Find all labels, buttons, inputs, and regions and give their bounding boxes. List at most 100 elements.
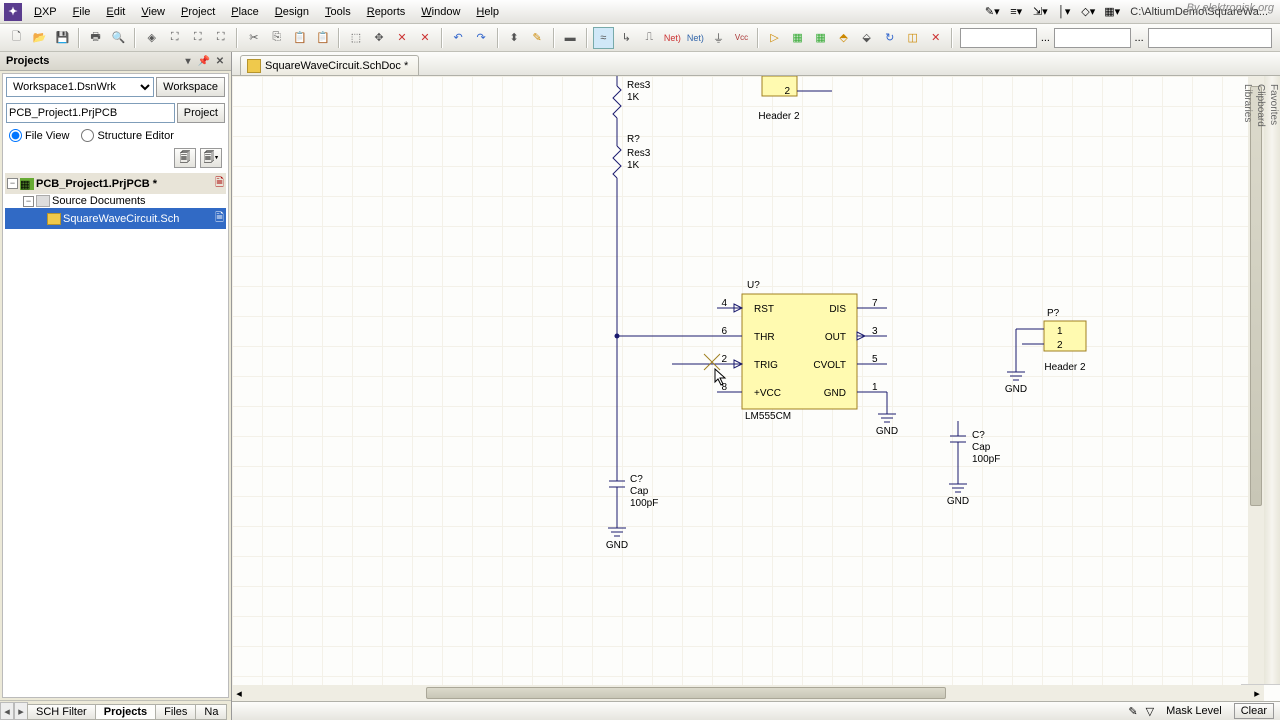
header1: 2Header 2 xyxy=(758,76,832,122)
paste2-icon[interactable]: 📋 xyxy=(312,27,333,49)
svg-text:GND: GND xyxy=(947,496,969,507)
tree-schematic-doc[interactable]: SquareWaveCircuit.Sch 🗎 xyxy=(5,208,226,229)
res2: R?Res31K xyxy=(613,134,651,336)
tab-navigator[interactable]: Na xyxy=(195,704,227,720)
device-icon[interactable]: ⬙ xyxy=(856,27,877,49)
print-icon[interactable]: 🖶 xyxy=(85,27,106,49)
tab-nav-left[interactable]: ◂ xyxy=(0,702,14,720)
refresh-icon[interactable]: 🗐 xyxy=(174,148,196,168)
sheet-icon[interactable]: ▦ xyxy=(787,27,808,49)
menu-tools[interactable]: Tools xyxy=(317,3,359,21)
menu-window[interactable]: Window xyxy=(413,3,468,21)
line-icon[interactable]: │▾ xyxy=(1054,3,1074,21)
tree-source-docs[interactable]: − Source Documents xyxy=(5,194,226,208)
rail-libraries[interactable]: Libraries xyxy=(1241,76,1254,685)
sheet2-icon[interactable]: ▦ xyxy=(810,27,831,49)
settings-icon[interactable]: 🗐▾ xyxy=(200,148,222,168)
tool-icon[interactable]: ✎ xyxy=(527,27,548,49)
combo-1[interactable] xyxy=(960,28,1037,48)
snap-icon[interactable]: ⇲▾ xyxy=(1030,3,1050,21)
hierarchy-icon[interactable]: ⬍ xyxy=(504,27,525,49)
svg-text:THR: THR xyxy=(754,332,775,343)
rail-favorites[interactable]: Favorites xyxy=(1267,76,1280,685)
project-button[interactable]: Project xyxy=(177,103,225,123)
netlabel-icon[interactable]: Net) xyxy=(685,27,706,49)
svg-text:6: 6 xyxy=(721,326,727,337)
svg-text:100pF: 100pF xyxy=(972,454,1000,465)
panel-close-icon[interactable]: ✕ xyxy=(213,54,227,68)
zoom-sel-icon[interactable]: ⛶ xyxy=(210,27,231,49)
tab-sch-filter[interactable]: SCH Filter xyxy=(27,704,96,720)
undo-icon[interactable]: ↶ xyxy=(448,27,469,49)
combo-2[interactable] xyxy=(1054,28,1131,48)
menu-reports[interactable]: Reports xyxy=(359,3,414,21)
select-icon[interactable]: ⬚ xyxy=(345,27,366,49)
workspace-button[interactable]: Workspace xyxy=(156,77,225,97)
tab-files[interactable]: Files xyxy=(155,704,196,720)
deselect2-icon[interactable]: ✕ xyxy=(415,27,436,49)
canvas-hscroll[interactable]: ◂ ▸ xyxy=(232,685,1264,701)
projects-panel: Projects ▾ 📌 ✕ Workspace1.DsnWrk Workspa… xyxy=(0,52,232,720)
save-icon[interactable]: 💾 xyxy=(52,27,73,49)
redo-icon[interactable]: ↷ xyxy=(471,27,492,49)
net-icon[interactable]: Net) xyxy=(662,27,683,49)
menu-dxp[interactable]: DXP xyxy=(26,3,65,21)
vcc-icon[interactable]: Vcc xyxy=(731,27,752,49)
svg-text:P?: P? xyxy=(1047,308,1060,319)
palette-icon[interactable]: ✎▾ xyxy=(982,3,1002,21)
close-icon[interactable]: ✕ xyxy=(925,27,946,49)
menu-file[interactable]: File xyxy=(65,3,99,21)
project-tree: −▦ PCB_Project1.PrjPCB * 🗎 − Source Docu… xyxy=(3,171,228,697)
svg-text:8: 8 xyxy=(721,382,727,393)
port-icon[interactable]: ▷ xyxy=(764,27,785,49)
grid-icon[interactable]: ▦▾ xyxy=(1102,3,1122,21)
menu-place[interactable]: Place xyxy=(223,3,267,21)
svg-text:Res3: Res3 xyxy=(627,148,651,159)
layers-icon[interactable]: ◈ xyxy=(141,27,162,49)
watermark: By elektronisk.org xyxy=(1187,2,1274,14)
tab-nav-right[interactable]: ▸ xyxy=(14,702,28,720)
part-icon[interactable]: ◫ xyxy=(902,27,923,49)
doc-tab-schematic[interactable]: SquareWaveCircuit.SchDoc * xyxy=(240,55,419,75)
menu-project[interactable]: Project xyxy=(173,3,223,21)
align-icon[interactable]: ≡▾ xyxy=(1006,3,1026,21)
gnd3: GND xyxy=(1005,372,1027,395)
side-rail: Favorites Clipboard Libraries xyxy=(1264,76,1280,685)
canvas-area[interactable]: U? LM555CM 4RST 6THR 2TRIG 8+VCC 7DIS 3O… xyxy=(232,76,1280,701)
preview-icon[interactable]: 🔍 xyxy=(108,27,129,49)
rail-clipboard[interactable]: Clipboard xyxy=(1254,76,1267,685)
gnd-icon[interactable]: ⏚ xyxy=(708,27,729,49)
bus-icon[interactable]: ↳ xyxy=(616,27,637,49)
svg-text:1K: 1K xyxy=(627,92,640,103)
structure-editor-radio[interactable]: Structure Editor xyxy=(81,129,173,142)
diamond-icon[interactable]: ◇▾ xyxy=(1078,3,1098,21)
menu-design[interactable]: Design xyxy=(267,3,317,21)
wire-icon[interactable]: ≈ xyxy=(593,27,614,49)
menu-view[interactable]: View xyxy=(133,3,173,21)
combo-3[interactable] xyxy=(1148,28,1272,48)
project-field[interactable] xyxy=(6,103,175,123)
sync-icon[interactable]: ↻ xyxy=(879,27,900,49)
open-icon[interactable]: 📂 xyxy=(29,27,50,49)
zoom-fit-icon[interactable]: ⛶ xyxy=(164,27,185,49)
panel-menu-icon[interactable]: ▾ xyxy=(181,54,195,68)
workspace-combo[interactable]: Workspace1.DsnWrk xyxy=(6,77,154,97)
tab-projects[interactable]: Projects xyxy=(95,704,156,720)
panel-pin-icon[interactable]: 📌 xyxy=(197,54,211,68)
copy-icon[interactable]: ⎘ xyxy=(266,27,287,49)
menu-help[interactable]: Help xyxy=(468,3,507,21)
harness-icon[interactable]: ⬘ xyxy=(833,27,854,49)
menu-edit[interactable]: Edit xyxy=(98,3,133,21)
component-icon[interactable]: ▬ xyxy=(560,27,581,49)
cut-icon[interactable]: ✂ xyxy=(243,27,264,49)
svg-text:3: 3 xyxy=(872,326,878,337)
move-icon[interactable]: ✥ xyxy=(368,27,389,49)
new-icon[interactable]: 🗋 xyxy=(6,27,27,49)
zoom-area-icon[interactable]: ⛶ xyxy=(187,27,208,49)
deselect-icon[interactable]: ✕ xyxy=(391,27,412,49)
tree-project-root[interactable]: −▦ PCB_Project1.PrjPCB * 🗎 xyxy=(5,173,226,194)
file-view-radio[interactable]: File View xyxy=(9,129,69,142)
clear-button[interactable]: Clear xyxy=(1234,703,1274,719)
signal-icon[interactable]: ⎍ xyxy=(639,27,660,49)
paste-icon[interactable]: 📋 xyxy=(289,27,310,49)
